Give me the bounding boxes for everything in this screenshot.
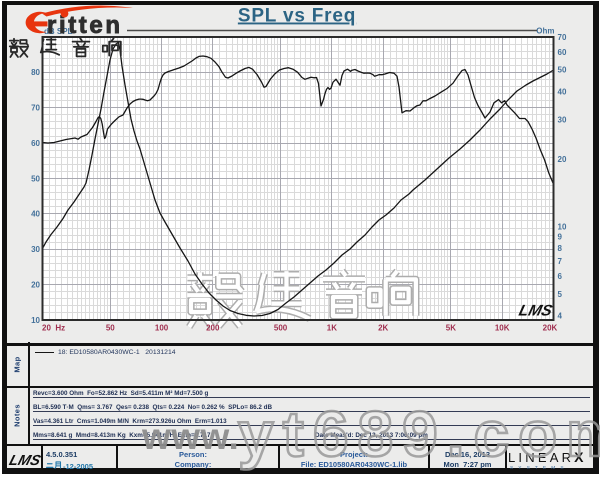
svg-text:ritten: ritten [47, 12, 123, 39]
svg-text:80: 80 [31, 68, 40, 77]
svg-text:4: 4 [558, 312, 563, 321]
svg-text:60: 60 [558, 48, 567, 57]
svg-text:2K: 2K [378, 324, 388, 333]
svg-text:LMS: LMS [7, 453, 42, 469]
svg-text:20: 20 [558, 155, 567, 164]
svg-text:40: 40 [558, 87, 567, 96]
svg-text:500: 500 [274, 324, 288, 333]
svg-text:9: 9 [558, 233, 563, 242]
svg-text:50: 50 [558, 66, 567, 75]
svg-text:20K: 20K [543, 324, 558, 333]
svg-text:50: 50 [31, 174, 40, 183]
svg-text:dB SPL: dB SPL [44, 27, 73, 36]
svg-text:SPL vs Freq: SPL vs Freq [238, 6, 356, 27]
svg-text:8: 8 [558, 244, 563, 253]
svg-text:20: 20 [31, 280, 40, 289]
svg-text:100: 100 [155, 324, 169, 333]
svg-text:40: 40 [31, 210, 40, 219]
svg-text:1K: 1K [327, 324, 337, 333]
svg-text:50: 50 [106, 324, 115, 333]
svg-text:yt689.com: yt689.com [238, 398, 600, 470]
svg-text:LMS: LMS [517, 303, 554, 320]
svg-text:6: 6 [558, 272, 563, 281]
svg-text:70: 70 [31, 104, 40, 113]
svg-text:60: 60 [31, 139, 40, 148]
svg-text:-12-2005: -12-2005 [63, 462, 93, 471]
svg-text:20 Hz: 20 Hz [42, 324, 65, 333]
svg-text:7: 7 [558, 257, 563, 266]
svg-text:200: 200 [206, 324, 220, 333]
svg-text:Ohm: Ohm [536, 27, 554, 36]
svg-text:30: 30 [558, 115, 567, 124]
svg-text:5: 5 [558, 290, 563, 299]
svg-text:70: 70 [558, 33, 567, 42]
svg-text:10: 10 [31, 316, 40, 325]
svg-text:5K: 5K [446, 324, 456, 333]
svg-text:10K: 10K [495, 324, 510, 333]
svg-text:10: 10 [558, 222, 567, 231]
svg-text:www.: www. [141, 416, 239, 457]
svg-text:30: 30 [31, 245, 40, 254]
